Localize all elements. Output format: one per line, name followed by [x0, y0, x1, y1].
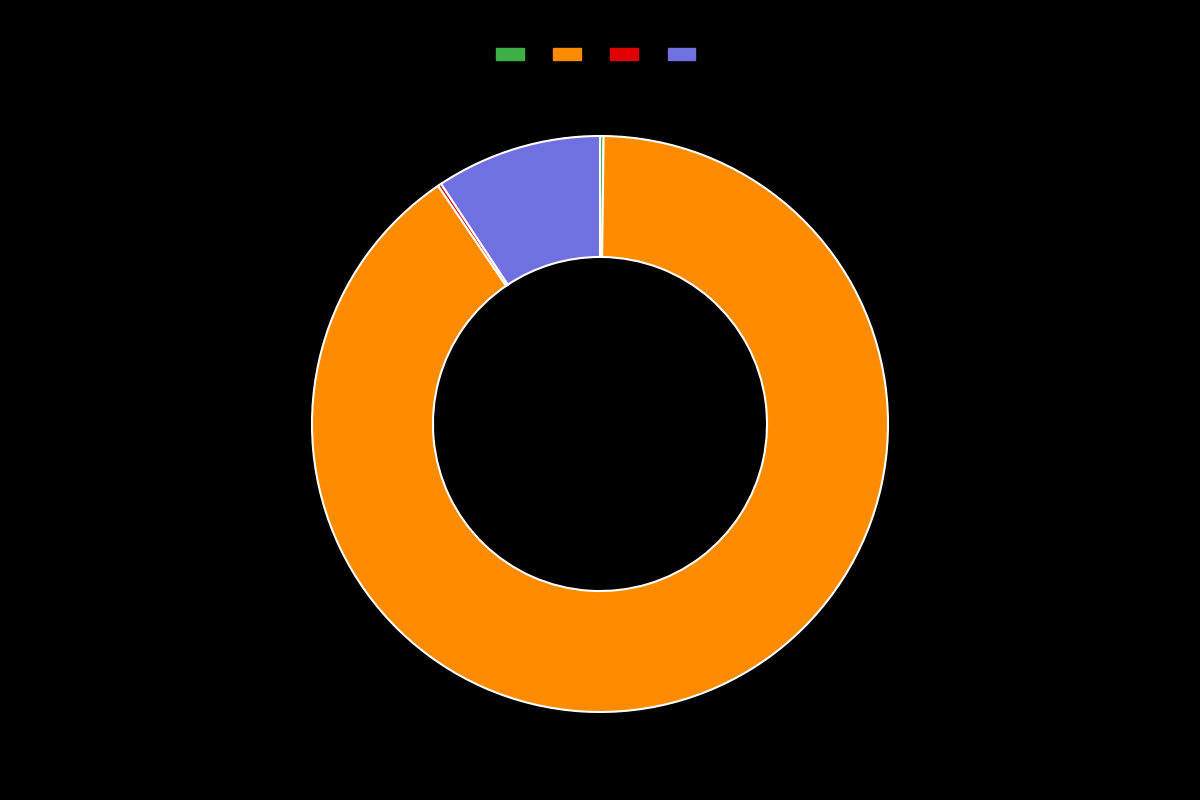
Wedge shape — [438, 184, 508, 286]
Wedge shape — [442, 136, 600, 285]
Wedge shape — [312, 136, 888, 712]
Legend:  ,  ,  ,  : , , , — [491, 42, 709, 67]
Wedge shape — [600, 136, 604, 257]
